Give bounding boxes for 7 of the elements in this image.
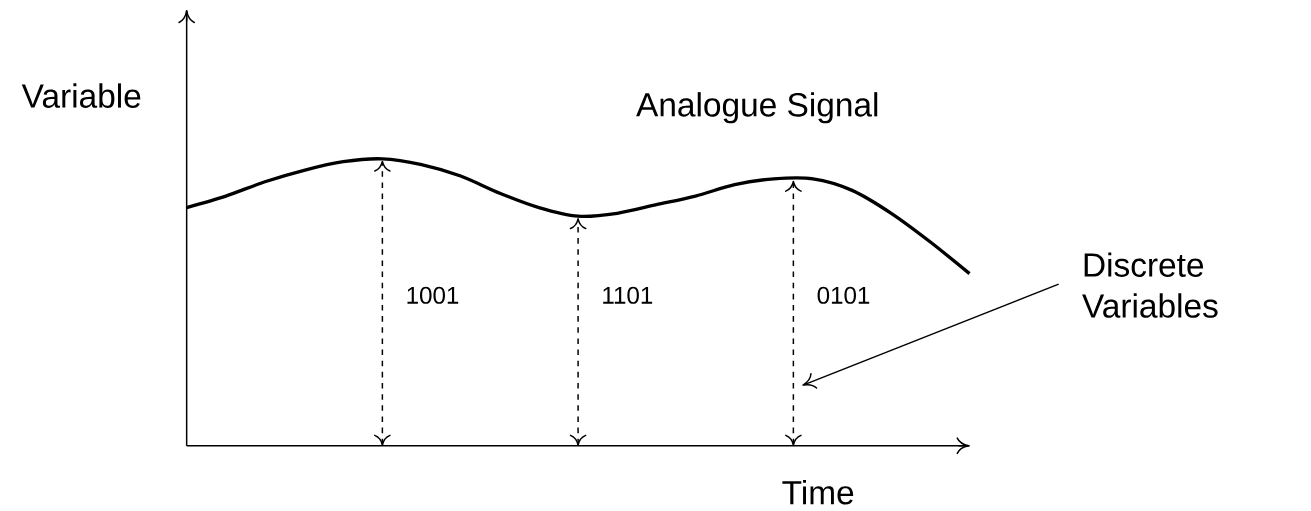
annotation: 0101 (817, 286, 870, 305)
text: Analogue Signal (636, 92, 878, 124)
y-axis-title: Variable (21, 83, 141, 109)
text: Discrete Variables (1082, 252, 1218, 318)
annotation: 1001 (407, 286, 459, 305)
x-axis-title: Time (782, 480, 854, 505)
annotation: 1101 (603, 286, 653, 305)
